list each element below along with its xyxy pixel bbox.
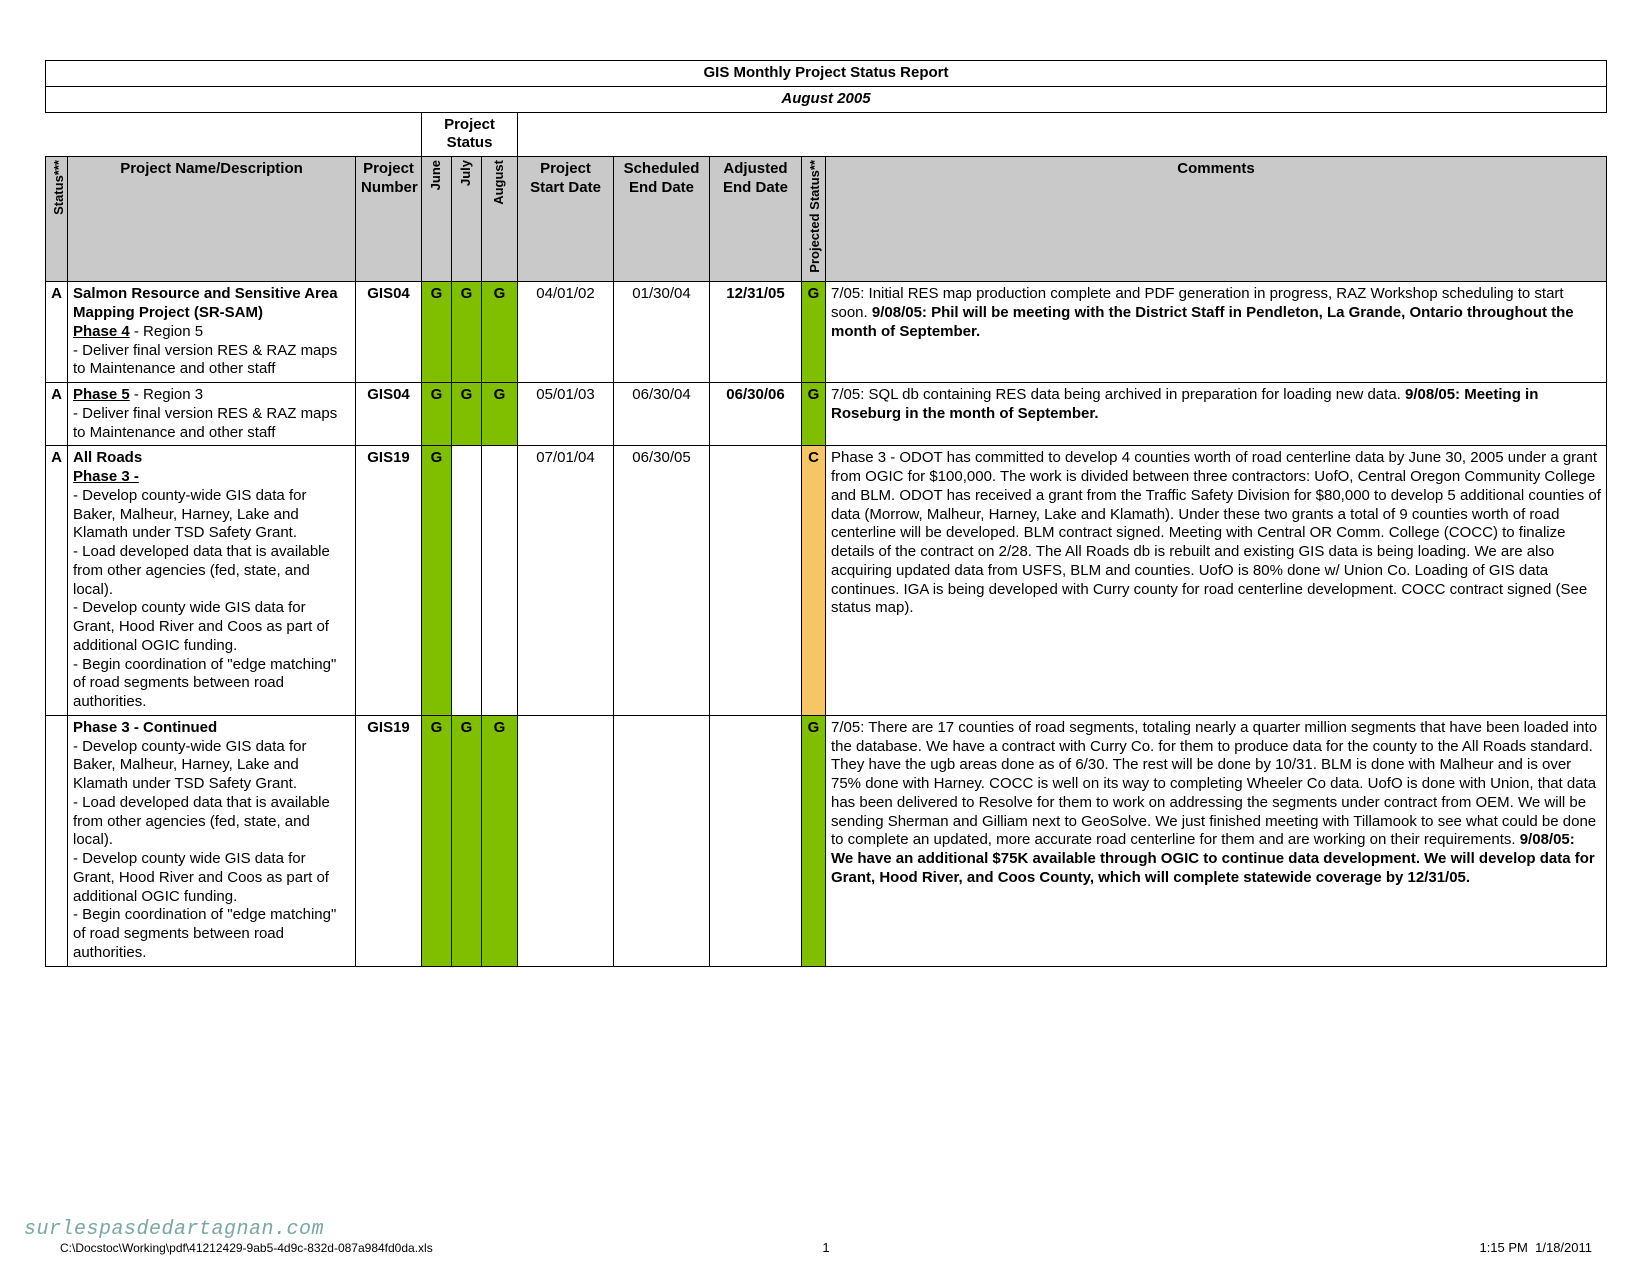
table-row: AAll RoadsPhase 3 - - Develop county-wid… bbox=[46, 446, 1607, 716]
col-adj: Adjusted End Date bbox=[710, 157, 802, 282]
adjusted-end bbox=[710, 715, 802, 966]
table-row: APhase 5 - Region 3 - Deliver final vers… bbox=[46, 383, 1607, 446]
col-number: Project Number bbox=[356, 157, 422, 282]
month-status-cell: G bbox=[802, 715, 826, 966]
month-status-cell: C bbox=[802, 446, 826, 716]
scheduled-end: 06/30/04 bbox=[614, 383, 710, 446]
col-desc: Project Name/Description bbox=[68, 157, 356, 282]
row-status: A bbox=[46, 446, 68, 716]
month-status-cell bbox=[482, 446, 518, 716]
month-status-cell: G bbox=[422, 383, 452, 446]
month-status-cell bbox=[452, 446, 482, 716]
watermark: surlespasdedartagnan.com bbox=[24, 1218, 324, 1241]
report-title: GIS Monthly Project Status Report bbox=[46, 61, 1607, 87]
start-date: 07/01/04 bbox=[518, 446, 614, 716]
row-status: A bbox=[46, 383, 68, 446]
col-august: August bbox=[482, 157, 518, 282]
adjusted-end bbox=[710, 446, 802, 716]
start-date: 05/01/03 bbox=[518, 383, 614, 446]
project-description: Phase 3 - Continued - Develop county-wid… bbox=[68, 715, 356, 966]
month-status-cell: G bbox=[482, 282, 518, 383]
col-status: Status*** bbox=[46, 157, 68, 282]
project-description: All RoadsPhase 3 - - Develop county-wide… bbox=[68, 446, 356, 716]
status-report-table: GIS Monthly Project Status Report August… bbox=[45, 60, 1607, 967]
table-row: Phase 3 - Continued - Develop county-wid… bbox=[46, 715, 1607, 966]
month-status-cell: G bbox=[422, 715, 452, 966]
group-caption: Project Status bbox=[422, 112, 518, 157]
col-start: Project Start Date bbox=[518, 157, 614, 282]
start-date bbox=[518, 715, 614, 966]
month-status-cell: G bbox=[482, 383, 518, 446]
month-status-cell: G bbox=[422, 446, 452, 716]
comments-cell: 7/05: Initial RES map production complet… bbox=[826, 282, 1607, 383]
comments-cell: 7/05: There are 17 counties of road segm… bbox=[826, 715, 1607, 966]
month-status-cell: G bbox=[422, 282, 452, 383]
month-status-cell: G bbox=[452, 282, 482, 383]
project-description: Phase 5 - Region 3 - Deliver final versi… bbox=[68, 383, 356, 446]
comments-cell: Phase 3 - ODOT has committed to develop … bbox=[826, 446, 1607, 716]
scheduled-end: 06/30/05 bbox=[614, 446, 710, 716]
month-status-cell: G bbox=[452, 715, 482, 966]
project-description: Salmon Resource and Sensitive Area Mappi… bbox=[68, 282, 356, 383]
col-july: July bbox=[452, 157, 482, 282]
report-subtitle: August 2005 bbox=[46, 86, 1607, 112]
month-status-cell: G bbox=[802, 282, 826, 383]
project-number: GIS04 bbox=[356, 282, 422, 383]
table-row: ASalmon Resource and Sensitive Area Mapp… bbox=[46, 282, 1607, 383]
project-number: GIS04 bbox=[356, 383, 422, 446]
project-number: GIS19 bbox=[356, 715, 422, 966]
adjusted-end: 12/31/05 bbox=[710, 282, 802, 383]
row-status: A bbox=[46, 282, 68, 383]
footer-filepath: C:\Docstoc\Working\pdf\41212429-9ab5-4d9… bbox=[60, 1241, 433, 1255]
adjusted-end: 06/30/06 bbox=[710, 383, 802, 446]
comments-cell: 7/05: SQL db containing RES data being a… bbox=[826, 383, 1607, 446]
col-sched: Scheduled End Date bbox=[614, 157, 710, 282]
row-status bbox=[46, 715, 68, 966]
col-june: June bbox=[422, 157, 452, 282]
scheduled-end bbox=[614, 715, 710, 966]
start-date: 04/01/02 bbox=[518, 282, 614, 383]
project-number: GIS19 bbox=[356, 446, 422, 716]
month-status-cell: G bbox=[452, 383, 482, 446]
col-projected: Projected Status** bbox=[802, 157, 826, 282]
month-status-cell: G bbox=[802, 383, 826, 446]
scheduled-end: 01/30/04 bbox=[614, 282, 710, 383]
footer-page: 1 bbox=[822, 1240, 829, 1255]
col-comments: Comments bbox=[826, 157, 1607, 282]
month-status-cell: G bbox=[482, 715, 518, 966]
footer-timestamp: 1:15 PM 1/18/2011 bbox=[1479, 1240, 1592, 1255]
